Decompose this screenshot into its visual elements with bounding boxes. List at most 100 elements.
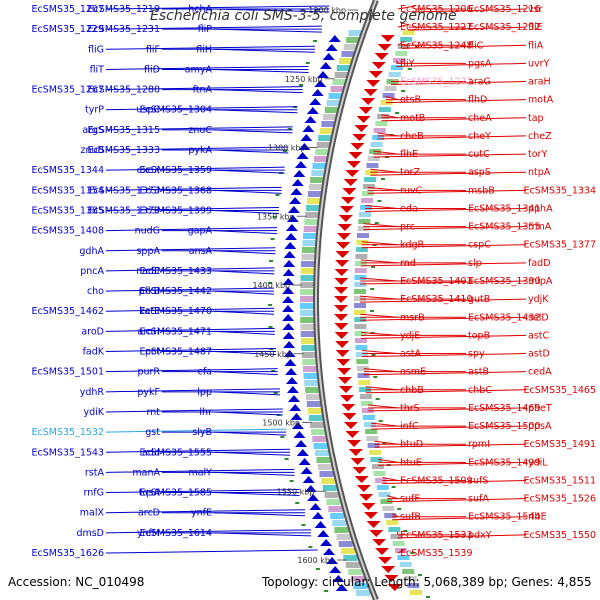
label-connector	[213, 230, 277, 235]
gene-function-block	[392, 541, 405, 546]
label-connector	[105, 206, 279, 211]
gene-label: tap	[528, 113, 544, 124]
rna-marker	[275, 194, 280, 196]
forward-gene-arrow	[304, 485, 317, 492]
label-connector	[105, 368, 278, 373]
gene-label: fliC	[468, 40, 484, 51]
gene-label: EcSMS35_1543	[32, 447, 105, 458]
gene-function-block	[397, 555, 410, 560]
gene-label: ynfM	[137, 528, 160, 539]
reverse-gene-arrow	[380, 35, 395, 42]
gene-label: vsr	[528, 4, 543, 15]
gene-function-block	[316, 457, 331, 463]
rna-marker	[308, 546, 313, 548]
gene-function-block	[378, 107, 391, 112]
reverse-gene-arrow	[338, 215, 353, 222]
gene-label: cspC	[468, 240, 491, 251]
gene-function-block	[356, 240, 369, 245]
reverse-gene-arrow	[342, 413, 357, 420]
gene-label: fliG	[88, 44, 104, 55]
gene-label: cheZ	[528, 131, 552, 142]
gene-label: gapA	[188, 226, 213, 237]
rna-marker	[401, 90, 406, 92]
gene-function-block	[339, 58, 354, 64]
gene-function-block	[348, 30, 363, 36]
gene-function-block	[407, 583, 420, 588]
rna-marker	[370, 310, 375, 312]
reverse-gene-arrow	[354, 125, 369, 132]
label-connector	[381, 117, 527, 122]
label-connector	[105, 388, 281, 393]
gene-label: EcSMS35_1432	[468, 312, 541, 323]
reverse-gene-arrow	[337, 368, 352, 375]
label-connector	[213, 48, 315, 53]
gene-label: thrS	[400, 403, 420, 414]
gene-label: EcSMS35_1227	[400, 22, 473, 33]
forward-gene-arrow	[294, 161, 307, 168]
gene-function-block	[402, 569, 415, 574]
forward-gene-arrow	[284, 359, 297, 366]
gene-label: EcSMS35_1341	[468, 203, 541, 214]
gene-label: cfa	[198, 367, 212, 378]
gene-label: astA	[400, 349, 421, 360]
gene-label: motA	[528, 95, 554, 106]
gene-label: ntpA	[528, 167, 551, 178]
rna-marker	[410, 552, 415, 554]
rna-marker	[403, 530, 408, 532]
gene-label: EcSMS35_1248	[400, 40, 473, 51]
forward-gene-arrow	[319, 62, 332, 69]
forward-gene-arrow	[282, 287, 295, 294]
gene-function-block	[330, 86, 345, 92]
gene-label: chbC	[468, 385, 492, 396]
gene-label: EcSMS35_1509	[400, 475, 473, 486]
gene-function-block	[311, 429, 326, 435]
label-connector	[105, 186, 282, 191]
gene-label: sufA	[468, 494, 489, 505]
label-connector	[105, 509, 306, 514]
label-connector	[213, 371, 278, 376]
reverse-gene-arrow	[381, 566, 396, 573]
label-connector	[105, 448, 291, 453]
forward-gene-arrow	[282, 332, 295, 339]
forward-gene-arrow	[300, 134, 313, 141]
gene-function-block	[356, 366, 369, 371]
gene-label: rstA	[85, 467, 105, 478]
forward-gene-arrow	[291, 422, 304, 429]
gene-function-block	[356, 359, 369, 364]
label-connector	[370, 171, 527, 176]
gene-label: EcSMS35_1533	[400, 530, 473, 541]
gene-label: EcSMS35_1442	[140, 286, 213, 297]
forward-gene-arrow	[300, 467, 313, 474]
gene-label: ribE	[528, 512, 547, 523]
forward-gene-arrow	[314, 521, 327, 528]
reverse-gene-arrow	[334, 296, 349, 303]
gene-function-block	[334, 527, 349, 533]
gene-label: EcSMS35_1206	[400, 4, 473, 15]
gene-label: fliY	[400, 58, 415, 69]
gene-function-block	[369, 450, 381, 455]
gene-function-block	[370, 142, 383, 147]
gene-function-block	[355, 247, 368, 252]
gene-label: nudG	[135, 226, 160, 237]
gene-function-block	[305, 387, 320, 393]
scale-label: 1450 kbp	[254, 350, 292, 359]
gene-function-block	[390, 65, 403, 70]
label-connector	[213, 471, 295, 476]
gene-label: astC	[528, 330, 549, 341]
label-connector	[397, 23, 409, 28]
label-connector	[213, 270, 275, 275]
gene-function-block	[356, 590, 371, 596]
gene-function-block	[326, 499, 341, 505]
rna-marker	[272, 216, 277, 218]
gene-function-block	[301, 254, 316, 260]
gene-label: EcSMS35_1216	[468, 4, 541, 15]
gene-function-block	[375, 478, 388, 483]
gene-function-block	[367, 443, 380, 448]
reverse-gene-arrow	[337, 224, 352, 231]
gene-label: fliH	[196, 44, 212, 55]
forward-gene-arrow	[282, 278, 295, 285]
gene-label: pct	[145, 347, 160, 358]
forward-gene-arrow	[332, 575, 345, 582]
forward-gene-arrow	[293, 431, 306, 438]
forward-gene-arrow	[290, 188, 303, 195]
